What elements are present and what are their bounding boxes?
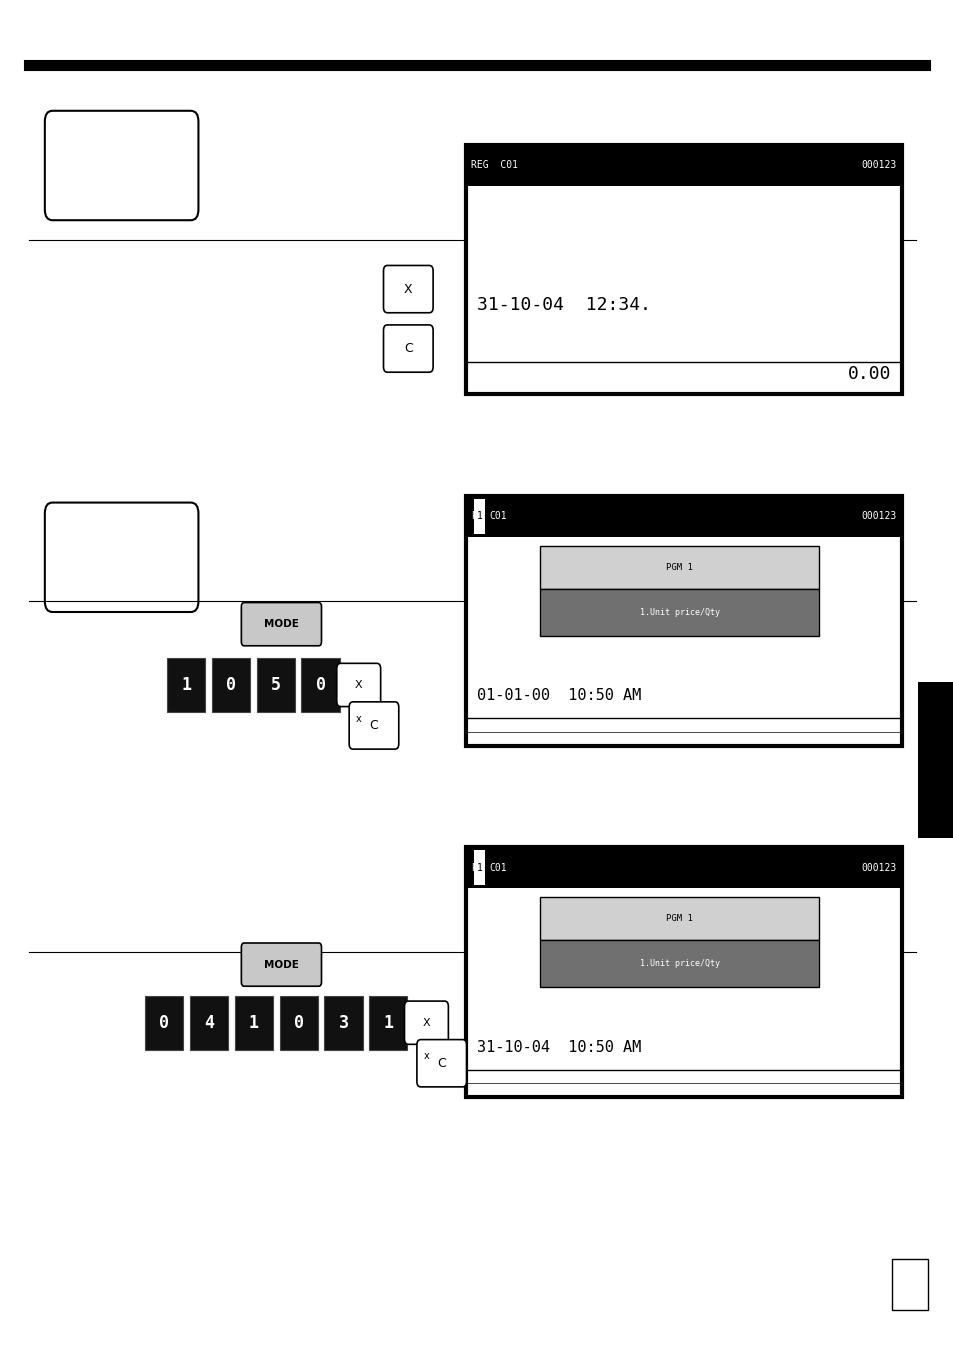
Text: 1.Unit price/Qty: 1.Unit price/Qty [639, 608, 719, 617]
Bar [234, 996, 273, 1050]
Bar [917, 682, 953, 838]
Bar [256, 658, 294, 712]
Text: MODE: MODE [264, 619, 298, 630]
FancyBboxPatch shape [336, 663, 380, 707]
Text: C: C [436, 1056, 446, 1070]
FancyBboxPatch shape [241, 603, 321, 646]
Text: 1: 1 [181, 676, 191, 694]
Text: 31-10-04  12:34.: 31-10-04 12:34. [476, 296, 650, 313]
FancyBboxPatch shape [241, 943, 321, 986]
Bar [324, 996, 362, 1050]
Text: 0: 0 [226, 676, 235, 694]
Bar [465, 847, 902, 889]
Text: X: X [355, 680, 362, 690]
Bar [539, 589, 819, 636]
Text: C01: C01 [489, 512, 506, 521]
Bar [465, 847, 902, 1097]
Text: 000123: 000123 [861, 512, 896, 521]
FancyBboxPatch shape [416, 1040, 466, 1086]
Text: 1: 1 [476, 863, 482, 873]
Text: PGM 1: PGM 1 [665, 563, 693, 571]
Bar [369, 996, 407, 1050]
Text: 3: 3 [338, 1013, 348, 1032]
Text: 0.00: 0.00 [846, 366, 890, 384]
Text: 0: 0 [294, 1013, 303, 1032]
Text: X: X [403, 282, 413, 296]
Text: 0: 0 [159, 1013, 169, 1032]
Bar [279, 996, 317, 1050]
Bar [465, 145, 902, 394]
Text: 01-01-00  10:50 AM: 01-01-00 10:50 AM [476, 688, 640, 704]
Bar [539, 940, 819, 988]
FancyBboxPatch shape [349, 703, 398, 748]
Text: X: X [422, 1017, 430, 1028]
Text: C01: C01 [489, 863, 506, 873]
Text: 0: 0 [315, 676, 325, 694]
Bar [167, 658, 205, 712]
Bar [465, 496, 902, 746]
Bar [891, 1259, 927, 1310]
FancyBboxPatch shape [383, 324, 433, 372]
Bar [539, 546, 819, 589]
Text: x: x [423, 1051, 429, 1062]
Bar [145, 996, 183, 1050]
Text: P: P [471, 863, 476, 873]
Text: P: P [471, 512, 476, 521]
Text: 000123: 000123 [861, 161, 896, 170]
Text: C: C [369, 719, 378, 732]
Bar [190, 996, 228, 1050]
FancyBboxPatch shape [383, 265, 433, 313]
Bar [301, 658, 339, 712]
Text: 000123: 000123 [861, 863, 896, 873]
Text: REG  C01: REG C01 [471, 161, 517, 170]
Text: 1: 1 [249, 1013, 258, 1032]
Text: 1: 1 [476, 512, 482, 521]
Text: PGM 1: PGM 1 [665, 915, 693, 923]
Text: 31-10-04  10:50 AM: 31-10-04 10:50 AM [476, 1039, 640, 1055]
Text: 5: 5 [271, 676, 280, 694]
Bar [465, 496, 902, 538]
Bar [212, 658, 250, 712]
Text: 1.Unit price/Qty: 1.Unit price/Qty [639, 959, 719, 969]
Bar [474, 850, 484, 885]
Text: 4: 4 [204, 1013, 213, 1032]
Bar [474, 499, 484, 534]
Bar [465, 145, 902, 186]
Bar [539, 897, 819, 940]
Text: x: x [355, 713, 361, 724]
Text: 1: 1 [383, 1013, 393, 1032]
Text: MODE: MODE [264, 959, 298, 970]
Text: C: C [403, 342, 413, 355]
FancyBboxPatch shape [404, 1001, 448, 1044]
